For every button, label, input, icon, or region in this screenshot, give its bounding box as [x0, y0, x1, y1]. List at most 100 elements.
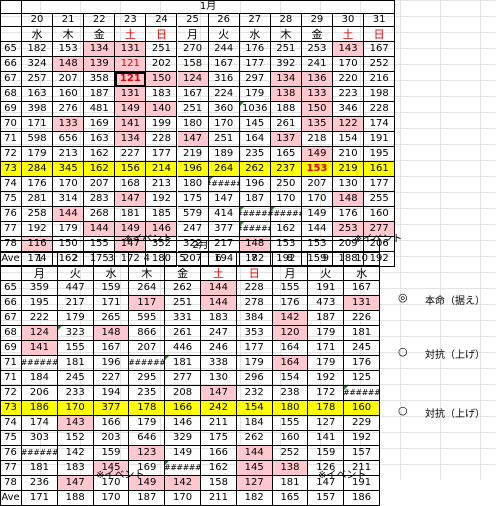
table-cell[interactable]: 257 — [22, 72, 54, 87]
day-header[interactable]: 4 — [129, 253, 166, 266]
table-cell[interactable]: 656 — [53, 132, 85, 147]
table-cell[interactable]: 149 — [301, 147, 333, 162]
table-cell[interactable]: 176 — [239, 42, 271, 57]
table-cell[interactable]: 181 — [344, 326, 380, 341]
row-label[interactable]: 67 — [0, 72, 22, 87]
day-header[interactable]: 8 — [272, 253, 309, 266]
table-cell[interactable]: 414 — [208, 207, 240, 222]
table-cell[interactable]: 345 — [53, 162, 85, 177]
table-cell[interactable]: 220 — [333, 72, 365, 87]
table-cell[interactable]: 192 — [308, 371, 345, 386]
row-label[interactable]: 77 — [0, 461, 22, 476]
table-cell[interactable]: 377 — [208, 222, 240, 237]
table-cell[interactable]: 171 — [22, 491, 58, 506]
day-header[interactable]: 23 — [115, 14, 147, 27]
table-cell[interactable]: 192 — [344, 431, 380, 446]
table-cell[interactable]: 241 — [301, 57, 333, 72]
table-cell[interactable]: 170 — [93, 491, 130, 506]
table-cell[interactable]: 227 — [115, 147, 147, 162]
table-cell[interactable]: 188 — [270, 102, 302, 117]
table-cell[interactable]: 219 — [333, 162, 365, 177]
table-cell[interactable]: 170 — [301, 192, 333, 207]
table-cell[interactable]: 183 — [146, 87, 178, 102]
table-cell[interactable]: 224 — [208, 87, 240, 102]
table-cell[interactable]: 175 — [84, 252, 116, 267]
table-cell[interactable]: 229 — [344, 416, 380, 431]
day-header[interactable]: 22 — [84, 14, 116, 27]
weekday-header[interactable]: 土 — [333, 27, 365, 42]
table-cell[interactable]: 133 — [53, 117, 85, 132]
table-cell[interactable]: 170 — [57, 401, 94, 416]
row-label[interactable]: 72 — [0, 147, 22, 162]
table-cell[interactable]: 228 — [236, 281, 273, 296]
table-cell[interactable]: 148 — [53, 57, 85, 72]
table-cell[interactable]: 160 — [272, 431, 309, 446]
table-cell[interactable]: 247 — [177, 222, 209, 237]
table-cell[interactable]: 222 — [22, 311, 58, 326]
day-header[interactable]: 10 — [344, 253, 380, 266]
table-cell[interactable]: 360 — [208, 102, 240, 117]
table-cell[interactable]: 251 — [208, 132, 240, 147]
row-label[interactable]: 75 — [0, 192, 22, 207]
table-cell[interactable]: 166 — [201, 446, 237, 461]
table-cell[interactable]: 276 — [53, 102, 85, 117]
table-cell[interactable]: 185 — [146, 207, 178, 222]
weekday-header[interactable]: 木 — [53, 27, 85, 42]
weekday-header[interactable]: 土 — [201, 266, 237, 281]
table-cell[interactable]: 232 — [236, 386, 273, 401]
table-cell[interactable]: 162 — [201, 461, 237, 476]
table-cell[interactable]: 579 — [177, 207, 209, 222]
day-header[interactable]: 7 — [236, 253, 273, 266]
table-cell[interactable]: 481 — [84, 102, 116, 117]
table-cell[interactable]: 177 — [239, 57, 271, 72]
table-cell[interactable]: 251 — [165, 296, 201, 311]
weekday-header[interactable]: 木 — [270, 27, 302, 42]
table-cell[interactable]: 211 — [201, 416, 237, 431]
table-cell[interactable]: 277 — [364, 222, 396, 237]
table-cell[interactable]: 134 — [84, 42, 116, 57]
table-cell[interactable]: 134 — [270, 72, 302, 87]
table-cell[interactable]: 122 — [333, 117, 365, 132]
table-cell[interactable]: 175 — [177, 192, 209, 207]
weekday-header[interactable]: 水 — [93, 266, 130, 281]
table-cell[interactable]: 206 — [22, 386, 58, 401]
month-header[interactable]: 2月 — [22, 240, 380, 253]
table-cell[interactable]: 316 — [208, 72, 240, 87]
table-cell[interactable]: 126 — [308, 461, 345, 476]
day-header[interactable]: 27 — [239, 14, 271, 27]
table-cell[interactable]: 251 — [270, 42, 302, 57]
table-cell[interactable]: 153 — [53, 42, 85, 57]
table-cell[interactable]: 214 — [146, 162, 178, 177]
table-cell[interactable]: 141 — [22, 341, 58, 356]
table-cell[interactable]: 196 — [177, 162, 209, 177]
table-cell[interactable]: 213 — [53, 147, 85, 162]
weekday-header[interactable]: 金 — [84, 27, 116, 42]
table-cell[interactable]: 120 — [272, 326, 309, 341]
table-cell[interactable]: 176 — [272, 296, 309, 311]
table-cell[interactable]: 146 — [165, 416, 201, 431]
table-cell[interactable]: 154 — [272, 371, 309, 386]
table-cell[interactable]: ###### — [270, 207, 302, 222]
table-cell[interactable]: 295 — [129, 371, 166, 386]
table-cell[interactable]: 147 — [201, 386, 237, 401]
table-cell[interactable]: 182 — [239, 252, 271, 267]
row-label[interactable]: 66 — [0, 57, 22, 72]
weekday-header[interactable]: 土 — [115, 27, 147, 42]
table-cell[interactable]: 255 — [364, 192, 396, 207]
table-cell[interactable]: 179 — [22, 147, 54, 162]
row-label[interactable]: 76 — [0, 207, 22, 222]
table-cell[interactable]: 144 — [201, 296, 237, 311]
table-cell[interactable]: 245 — [57, 371, 94, 386]
table-cell[interactable]: 346 — [333, 102, 365, 117]
table-cell[interactable]: 186 — [22, 401, 58, 416]
table-cell[interactable]: 207 — [177, 252, 209, 267]
table-cell[interactable]: 253 — [333, 222, 365, 237]
table-cell[interactable]: 181 — [57, 356, 94, 371]
table-cell[interactable]: 297 — [239, 72, 271, 87]
day-header[interactable]: 2 — [57, 253, 94, 266]
row-label[interactable]: 70 — [0, 117, 22, 132]
table-cell[interactable]: 217 — [208, 237, 240, 252]
table-cell[interactable]: 207 — [301, 177, 333, 192]
table-cell[interactable]: 183 — [57, 461, 94, 476]
table-cell[interactable]: 149 — [301, 207, 333, 222]
